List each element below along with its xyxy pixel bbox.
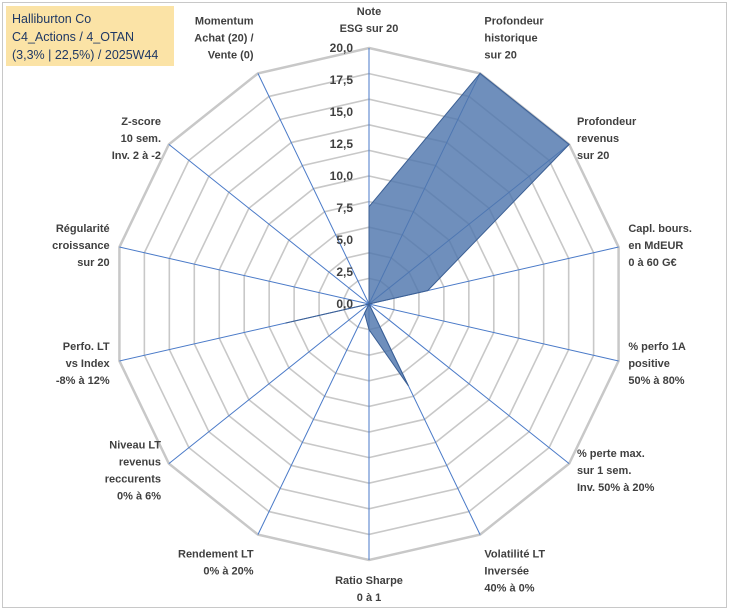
title-line-2: C4_Actions / 4_OTAN: [12, 30, 135, 44]
axis-spoke: [119, 246, 370, 305]
category-label: Note ESG sur 20: [340, 6, 399, 35]
tick-label: 17,5: [330, 73, 354, 87]
series-area: [285, 72, 570, 387]
tick-label: 5,0: [336, 233, 353, 247]
axis-spoke: [168, 143, 370, 305]
category-label: Capl. bours. en MdEUR 0 à 60 G€: [628, 223, 692, 269]
radar-category-labels: Note ESG sur 20 Profondeur historique sur 20…: [52, 6, 692, 604]
tick-label: 15,0: [330, 105, 354, 119]
category-label: Perfo. LT vs Index -8% à 12%: [56, 341, 111, 387]
category-label: % perfo 1A positive 50% à 80%: [628, 341, 686, 387]
category-label: Momentum Achat (20) / Vente (0): [194, 15, 254, 61]
axis-spoke: [257, 303, 370, 535]
tick-label: 0,0: [336, 297, 353, 311]
tick-label: 2,5: [336, 265, 353, 279]
category-label: Profondeur revenus sur 20: [577, 116, 637, 162]
title-line-1: Halliburton Co: [12, 12, 92, 26]
category-label: Rendement LT 0% à 20%: [178, 549, 254, 578]
axis-spoke: [368, 303, 570, 465]
category-label: % perte max. sur 1 sem. Inv. 50% à 20%: [577, 448, 655, 494]
category-label: Volatilité LT Inversée 40% à 0%: [484, 549, 545, 595]
tick-label: 10,0: [330, 169, 354, 183]
radar-tick-labels: 0,0 2,5 5,0 7,5 10,0 12,5 15,0 17,5 20,0: [330, 41, 354, 311]
category-label: Profondeur historique sur 20: [484, 15, 544, 61]
title-line-3: (3,3% | 22,5%) / 2025W44: [12, 48, 159, 62]
axis-spoke: [168, 303, 370, 465]
category-label: Niveau LT revenus reccurents 0% à 6%: [105, 439, 162, 502]
tick-label: 12,5: [330, 137, 354, 151]
tick-label: 20,0: [330, 41, 354, 55]
category-label: Régularité croissance sur 20: [52, 223, 109, 269]
category-label: Z-score 10 sem. Inv. 2 à -2: [112, 116, 161, 162]
category-label: Ratio Sharpe 0 à 1: [335, 575, 403, 604]
chart-title-box: Halliburton Co C4_Actions / 4_OTAN (3,3%…: [6, 6, 174, 66]
tick-label: 7,5: [336, 201, 353, 215]
axis-spoke: [257, 73, 370, 305]
axis-spoke: [368, 303, 619, 362]
radar-series: [285, 72, 570, 387]
